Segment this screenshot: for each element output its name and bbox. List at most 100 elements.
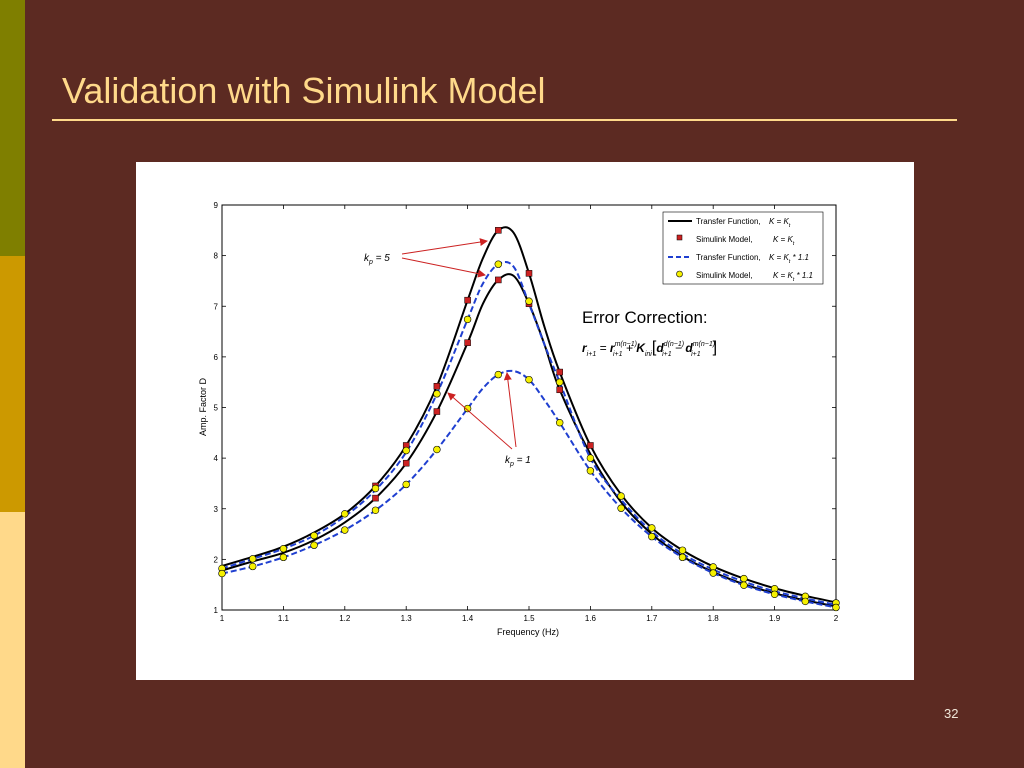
- marker-simulink-circle: [678, 546, 687, 554]
- title-underline: [52, 119, 957, 121]
- marker-simulink-circle: [248, 562, 257, 571]
- y-tick-label: 1: [214, 606, 219, 615]
- annotation-kp1-arrow-left: [447, 392, 513, 450]
- marker-simulink-circle: [279, 553, 288, 562]
- marker-simulink-circle: [371, 506, 380, 514]
- marker-simulink-square: [556, 386, 563, 394]
- y-tick-label: 3: [214, 505, 219, 514]
- x-axis-label: Frequency (Hz): [497, 627, 559, 637]
- legend-label-2: Simulink Model,: [696, 235, 752, 244]
- marker-simulink-circle: [310, 541, 318, 549]
- marker-simulink-circle: [494, 370, 502, 379]
- marker-simulink-circle: [525, 375, 533, 384]
- marker-simulink-circle: [463, 404, 472, 413]
- slide-title: Validation with Simulink Model: [62, 70, 546, 111]
- annotation-kp5-arrow-top: [401, 238, 488, 255]
- x-tick-label: 1.9: [769, 614, 781, 623]
- legend: Transfer Function, K = Kt Simulink Model…: [662, 211, 824, 285]
- marker-simulink-square: [587, 442, 594, 449]
- marker-simulink-circle: [433, 390, 441, 398]
- x-tick-label: 1: [220, 614, 225, 623]
- y-tick-label: 5: [214, 404, 219, 413]
- x-tick-label: 1.1: [278, 614, 290, 623]
- y-tick-label: 8: [214, 252, 219, 261]
- marker-simulink-circle: [801, 597, 809, 606]
- marker-simulink-circle: [586, 454, 595, 462]
- x-tick-label: 1.2: [339, 614, 351, 623]
- marker-simulink-square: [372, 494, 379, 502]
- marker-simulink-circle: [678, 553, 687, 562]
- legend-formula-4: K = Kt * 1.1: [773, 271, 813, 283]
- annotation-kp5-arrow-bottom: [401, 257, 486, 278]
- y-axis-label: Amp. Factor D: [198, 377, 208, 436]
- y-tick-label: 2: [214, 555, 219, 564]
- legend-label-4: Simulink Model,: [696, 271, 752, 280]
- marker-simulink-circle: [310, 531, 318, 540]
- legend-formula-1: K = Kt: [769, 217, 791, 229]
- marker-simulink-circle: [218, 569, 226, 578]
- error-correction-formula: ri+1 = rm(n−1) i+1 + Kini[dd(n−1) i+1 − dm…: [582, 339, 717, 358]
- marker-simulink-circle: [586, 467, 595, 475]
- tick-layer: 1 1.1 1.2 1.3 1.4 1.5 1.6 1.7 1.8 1.9 2 1 2 3 4 5 6 7 8 9: [214, 201, 839, 623]
- marker-simulink-circle: [740, 574, 748, 583]
- marker-simulink-circle: [341, 510, 349, 518]
- marker-simulink-circle: [248, 555, 257, 563]
- marker-simulink-circle: [617, 504, 625, 512]
- marker-simulink-circle: [494, 260, 502, 268]
- x-tick-label: 1.8: [708, 614, 720, 623]
- chart-figure: 1 1.1 1.2 1.3 1.4 1.5 1.6 1.7 1.8 1.9 2 1 2 3 4 5 6 7 8 9 F…: [136, 162, 914, 680]
- chart-svg: 1 1.1 1.2 1.3 1.4 1.5 1.6 1.7 1.8 1.9 2 1 2 3 4 5 6 7 8 9 F…: [198, 201, 840, 637]
- marker-simulink-circle: [770, 590, 779, 599]
- marker-simulink-circle: [709, 569, 717, 577]
- annotation-kp5: kp = 5: [364, 253, 390, 266]
- marker-simulink-circle: [556, 378, 564, 386]
- marker-simulink-circle: [463, 315, 472, 324]
- legend-label-1: Transfer Function,: [696, 217, 761, 226]
- marker-simulink-circle: [740, 581, 748, 589]
- marker-simulink-square: [464, 296, 471, 304]
- marker-simulink-circle: [556, 418, 564, 427]
- y-tick-label: 6: [214, 353, 219, 362]
- annotation-kp1: kp = 1: [505, 455, 531, 468]
- marker-simulink-square: [495, 227, 502, 234]
- marker-simulink-square: [402, 459, 410, 467]
- marker-simulink-circle: [341, 526, 349, 534]
- marker-simulink-circle: [648, 532, 656, 541]
- x-tick-label: 1.6: [585, 614, 597, 623]
- series-line-transfer-scaled: [221, 260, 837, 606]
- x-tick-label: 1.4: [462, 614, 474, 623]
- marker-simulink-square: [464, 339, 471, 346]
- x-tick-label: 1.3: [401, 614, 413, 623]
- marker-simulink-square: [433, 408, 441, 415]
- marker-simulink-circle: [832, 603, 840, 612]
- marker-simulink-square: [495, 276, 502, 284]
- legend-swatch-simulink-square: [676, 234, 683, 241]
- marker-simulink-circle: [402, 480, 410, 489]
- marker-simulink-square: [525, 270, 533, 277]
- x-tick-label: 1.5: [523, 614, 535, 623]
- y-tick-label: 4: [214, 454, 219, 463]
- legend-swatch-simulink-circle: [676, 270, 683, 278]
- marker-simulink-circle: [525, 297, 533, 305]
- page-number: 32: [944, 706, 959, 721]
- accent-bar-gold: [0, 256, 25, 512]
- accent-bar-olive: [0, 0, 25, 256]
- annotation-kp1-arrow-right: [503, 372, 517, 448]
- marker-simulink-circle: [617, 492, 625, 500]
- marker-simulink-square: [433, 382, 441, 390]
- marker-simulink-circle: [433, 445, 441, 454]
- legend-box: [662, 211, 824, 285]
- error-correction-label: Error Correction:: [582, 308, 708, 327]
- legend-formula-3: K = Kt * 1.1: [769, 253, 809, 265]
- marker-simulink-square: [556, 368, 563, 376]
- x-tick-label: 1.7: [646, 614, 658, 623]
- marker-layer: [218, 227, 840, 612]
- marker-simulink-circle: [371, 484, 380, 493]
- legend-formula-2: K = Kt: [773, 235, 795, 247]
- marker-simulink-circle: [648, 524, 656, 532]
- marker-simulink-circle: [279, 545, 288, 553]
- accent-bar-cream: [0, 512, 25, 768]
- x-tick-label: 2: [834, 614, 839, 623]
- legend-label-3: Transfer Function,: [696, 253, 761, 262]
- series-line-transfer: [221, 273, 837, 608]
